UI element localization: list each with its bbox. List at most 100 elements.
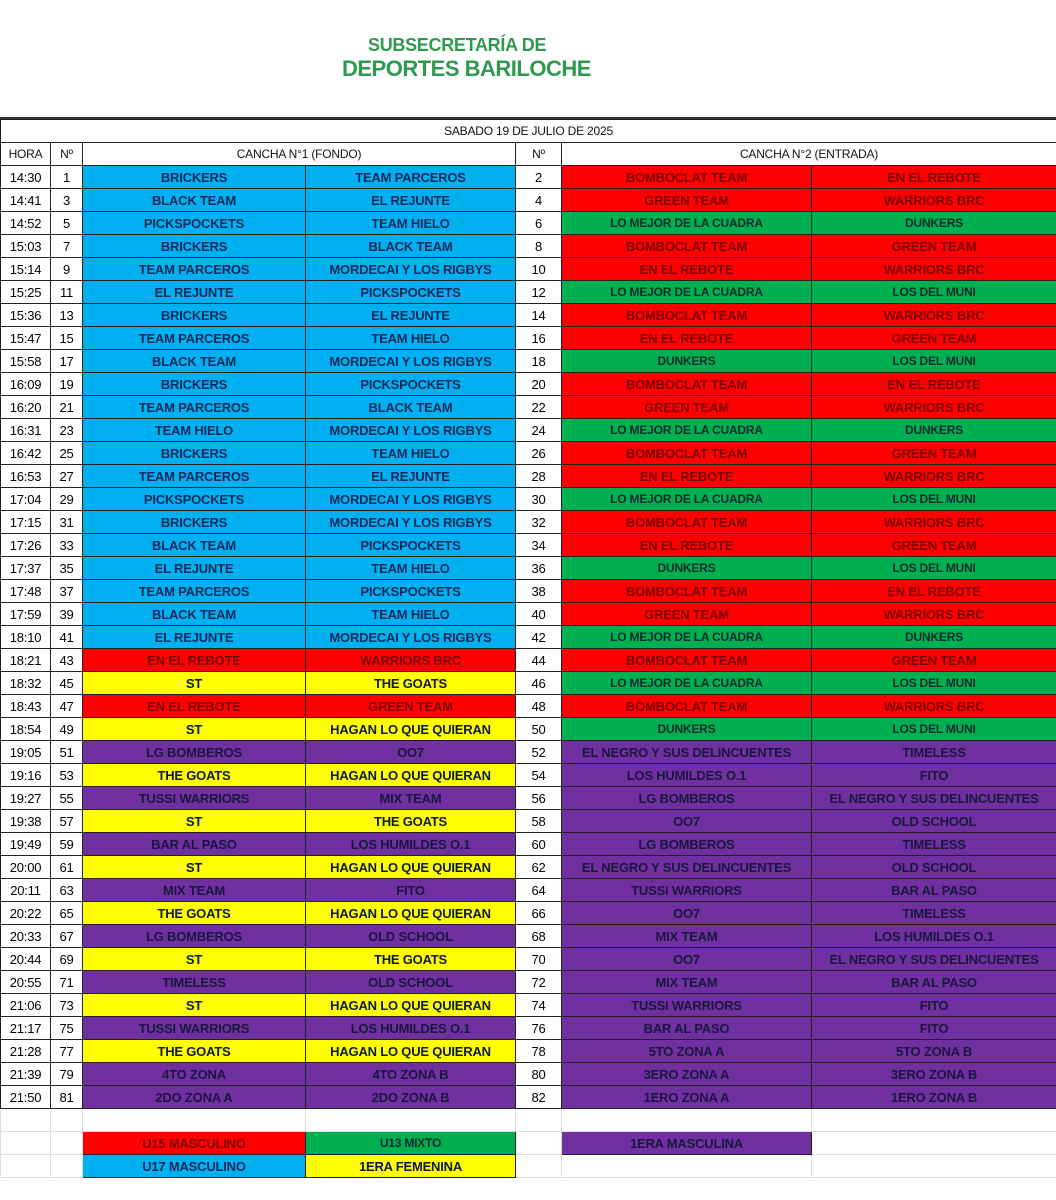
court1-team-b: OLD SCHOOL [305, 970, 516, 994]
empty-cell [82, 1108, 306, 1132]
court2-team-a: GREEN TEAM [561, 395, 812, 419]
court1-team-b: THE GOATS [305, 809, 516, 833]
court1-team-a: ST [82, 809, 306, 833]
court2-team-b: FITO [810, 1016, 1056, 1040]
court1-team-b: HAGAN LO QUE QUIERAN [305, 993, 516, 1017]
court2-team-b: OLD SCHOOL [810, 855, 1056, 879]
time-cell: 19:16 [0, 763, 51, 787]
court1-team-b: HAGAN LO QUE QUIERAN [305, 717, 516, 741]
match-number-2: 32 [515, 510, 562, 534]
court2-team-b: 1ERO ZONA B [810, 1085, 1056, 1109]
court2-team-a: LO MEJOR DE LA CUADRA [561, 211, 812, 235]
match-number: 23 [50, 418, 83, 442]
time-cell: 18:21 [0, 648, 51, 672]
empty-cell [810, 1108, 1056, 1132]
court2-team-b: LOS DEL MUNI [810, 556, 1056, 580]
court1-team-a: BLACK TEAM [82, 602, 306, 626]
court2-team-a: LOS HUMILDES O.1 [561, 763, 812, 787]
court1-team-b: FITO [305, 878, 516, 902]
match-number: 33 [50, 533, 83, 557]
empty-cell [561, 1108, 812, 1132]
match-number: 37 [50, 579, 83, 603]
table-row: 17:15 31 BRICKERS MORDECAI Y LOS RIGBYS 32 BO… [0, 510, 1056, 534]
court1-team-b: EL REJUNTE [305, 464, 516, 488]
court1-team-b: PICKSPOCKETS [305, 533, 516, 557]
court1-team-b: MORDECAI Y LOS RIGBYS [305, 349, 516, 373]
match-number: 75 [50, 1016, 83, 1040]
time-cell: 21:17 [0, 1016, 51, 1040]
match-number: 41 [50, 625, 83, 649]
court1-team-a: TEAM PARCEROS [82, 395, 306, 419]
court1-team-b: OLD SCHOOL [305, 924, 516, 948]
court2-team-a: MIX TEAM [561, 970, 812, 994]
court1-team-a: LG BOMBEROS [82, 924, 306, 948]
date-title: SABADO 19 DE JULIO DE 2025 [0, 119, 1056, 143]
time-cell: 16:42 [0, 441, 51, 465]
court1-team-b: TEAM HIELO [305, 441, 516, 465]
court2-team-a: TUSSI WARRIORS [561, 993, 812, 1017]
match-number-2: 22 [515, 395, 562, 419]
table-row: 17:48 37 TEAM PARCEROS PICKSPOCKETS 38 BOMBOC… [0, 579, 1056, 603]
empty-cell [810, 1154, 1056, 1178]
empty-cell [515, 1154, 562, 1178]
court1-team-a: EL REJUNTE [82, 556, 306, 580]
court1-team-b: GREEN TEAM [305, 694, 516, 718]
time-cell: 17:48 [0, 579, 51, 603]
match-number: 45 [50, 671, 83, 695]
match-number-2: 8 [515, 234, 562, 258]
table-row: 20:11 63 MIX TEAM FITO 64 TUSSI WARRIORS BAR A… [0, 878, 1056, 902]
court1-team-a: LG BOMBEROS [82, 740, 306, 764]
empty-cell [515, 1131, 562, 1155]
court2-team-a: EN EL REBOTE [561, 257, 812, 281]
table-row: 20:00 61 ST HAGAN LO QUE QUIERAN 62 EL NEGRO … [0, 855, 1056, 879]
court1-team-b: HAGAN LO QUE QUIERAN [305, 901, 516, 925]
court2-team-a: OO7 [561, 947, 812, 971]
match-number: 21 [50, 395, 83, 419]
match-number-2: 56 [515, 786, 562, 810]
court2-team-a: 5TO ZONA A [561, 1039, 812, 1063]
court2-team-b: GREEN TEAM [810, 648, 1056, 672]
table-row: 15:03 7 BRICKERS BLACK TEAM 8 BOMBOCLAT TEAM G… [0, 234, 1056, 258]
time-cell: 20:11 [0, 878, 51, 902]
court2-team-b: LOS DEL MUNI [810, 487, 1056, 511]
court2-team-b: EN EL REBOTE [810, 165, 1056, 189]
col-num: Nº [50, 142, 83, 166]
court2-team-a: GREEN TEAM [561, 602, 812, 626]
match-number: 81 [50, 1085, 83, 1109]
empty-cell [50, 1108, 83, 1132]
match-number: 13 [50, 303, 83, 327]
time-cell: 17:26 [0, 533, 51, 557]
court1-team-a: BRICKERS [82, 165, 306, 189]
time-cell: 21:06 [0, 993, 51, 1017]
empty-cell [810, 1131, 1056, 1155]
match-number-2: 60 [515, 832, 562, 856]
court1-team-b: THE GOATS [305, 671, 516, 695]
col-hora: HORA [0, 142, 51, 166]
court2-team-b: WARRIORS BRC [810, 510, 1056, 534]
match-number-2: 16 [515, 326, 562, 350]
court1-team-b: MORDECAI Y LOS RIGBYS [305, 418, 516, 442]
match-number-2: 54 [515, 763, 562, 787]
table-row: 19:38 57 ST THE GOATS 58 OO7 OLD SCHOOL [0, 809, 1056, 833]
court1-team-a: TEAM HIELO [82, 418, 306, 442]
table-row: 17:26 33 BLACK TEAM PICKSPOCKETS 34 EN EL REB… [0, 533, 1056, 557]
court2-team-b: EL NEGRO Y SUS DELINCUENTES [810, 786, 1056, 810]
court1-team-a: ST [82, 993, 306, 1017]
match-number-2: 38 [515, 579, 562, 603]
table-row: 18:21 43 EN EL REBOTE WARRIORS BRC 44 BOMBOCL… [0, 648, 1056, 672]
match-number-2: 52 [515, 740, 562, 764]
court2-team-a: BOMBOCLAT TEAM [561, 441, 812, 465]
court2-team-a: OO7 [561, 809, 812, 833]
match-number: 35 [50, 556, 83, 580]
match-number: 49 [50, 717, 83, 741]
court1-team-a: TEAM PARCEROS [82, 464, 306, 488]
time-cell: 15:03 [0, 234, 51, 258]
empty-cell [0, 1131, 51, 1155]
court1-team-a: TEAM PARCEROS [82, 579, 306, 603]
match-number: 29 [50, 487, 83, 511]
table-row: 20:33 67 LG BOMBEROS OLD SCHOOL 68 MIX TEAM LO… [0, 924, 1056, 948]
court2-team-b: OLD SCHOOL [810, 809, 1056, 833]
match-number: 9 [50, 257, 83, 281]
court2-team-b: LOS DEL MUNI [810, 717, 1056, 741]
time-cell: 17:04 [0, 487, 51, 511]
